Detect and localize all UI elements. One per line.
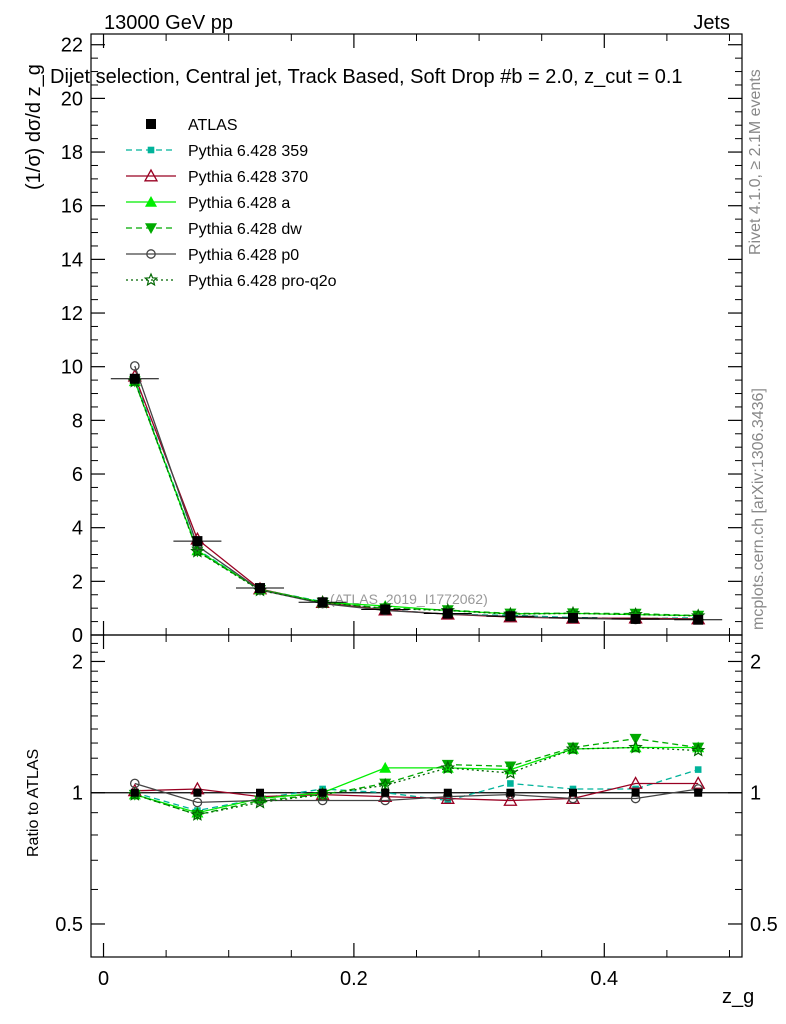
series-5-ratio-point — [503, 765, 518, 780]
legend-label: Pythia 6.428 359 — [188, 143, 308, 160]
series-1-ratio-line — [134, 782, 699, 802]
ratio-tick-label: 1 — [72, 783, 83, 805]
ratio-tick-label-right: 0.5 — [750, 914, 778, 936]
atlas-ratio-point — [568, 788, 577, 797]
legend: ATLAS Pythia 6.428 359 Pythia 6.428 370 Pyt… — [126, 117, 337, 290]
y-tick-label: 8 — [72, 410, 83, 432]
x-ticks: 0 0.2 0.4 — [98, 34, 730, 990]
x-tick-label: 0.4 — [590, 968, 618, 990]
rivet-label: Rivet 4.1.0, ≥ 2.1M events — [747, 69, 764, 255]
legend-label: Pythia 6.428 a — [188, 195, 290, 212]
atlas-ratio-point — [443, 788, 452, 797]
series-5-ratio-point — [378, 777, 393, 792]
legend-marker — [143, 168, 159, 182]
legend-label: Pythia 6.428 pro-q2o — [188, 273, 337, 290]
atlas-ratio-point — [193, 788, 202, 797]
series-4-line — [134, 365, 699, 621]
y-tick-label: 4 — [72, 518, 83, 540]
atlas-ratio-point — [130, 788, 139, 797]
atlas-ratio-point — [506, 788, 515, 797]
main-series — [110, 361, 723, 625]
series-4-point — [129, 361, 140, 371]
plot-title: Dijet selection, Central jet, Track Base… — [50, 66, 683, 88]
series-1-ratio-point — [691, 776, 706, 789]
ratio-tick-label: 0.5 — [55, 914, 83, 936]
atlas-ratio-point — [318, 788, 327, 797]
ratio-tick-label-right: 1 — [750, 783, 761, 805]
category-label: Jets — [693, 12, 730, 34]
series-0-ratio-line — [134, 768, 699, 812]
y-tick-label: 12 — [61, 303, 83, 325]
series-2-ratio-point — [379, 761, 392, 773]
series-5-line — [134, 381, 699, 617]
main-y-ticks: 0 2 4 6 8 10 12 14 16 18 20 22 — [61, 35, 742, 647]
ratio-series — [127, 733, 706, 821]
x-tick-label: 0.2 — [340, 968, 368, 990]
y-tick-label: 2 — [72, 571, 83, 593]
legend-marker — [143, 272, 159, 287]
legend-label: Pythia 6.428 p0 — [188, 247, 299, 264]
y-tick-label: 22 — [61, 35, 83, 57]
series-3-ratio-point — [629, 733, 642, 745]
series-5-ratio-point — [252, 794, 268, 809]
legend-label: ATLAS — [188, 117, 238, 134]
ratio-y-axis-label: Ratio to ATLAS — [25, 749, 42, 857]
mcplots-label: mcplots.cern.ch [arXiv:1306.3436] — [750, 388, 767, 630]
x-axis-label: z_g — [722, 986, 754, 1008]
series-3-ratio-point — [379, 778, 392, 790]
series-1-ratio-point — [628, 776, 643, 789]
energy-label: 13000 GeV pp — [104, 12, 233, 34]
series-5-ratio-point — [691, 742, 706, 757]
series-5-ratio-point — [440, 760, 455, 775]
legend-marker — [146, 119, 156, 129]
series-3-line — [134, 381, 699, 617]
x-tick-label: 0 — [98, 968, 109, 990]
analysis-watermark: (ATLAS_2019_I1772062) — [330, 591, 488, 607]
series-1-ratio-point — [440, 791, 455, 804]
ratio-tick-label: 2 — [72, 651, 83, 673]
series-2-ratio-line — [134, 746, 699, 814]
series-5-point — [190, 543, 205, 558]
series-2-line — [134, 381, 699, 617]
series-0-ratio-point — [694, 766, 702, 773]
y-tick-label: 6 — [72, 464, 83, 486]
atlas-ratio-point — [694, 788, 703, 797]
series-5-ratio-point — [190, 807, 205, 821]
y-axis-label: (1/σ) dσ/d z_g — [23, 64, 45, 190]
y-tick-label: 18 — [61, 142, 83, 164]
series-3-ratio-point — [566, 742, 579, 754]
atlas-ratio-point — [256, 788, 265, 797]
ratio-tick-label-right: 2 — [750, 651, 761, 673]
legend-label: Pythia 6.428 370 — [188, 169, 308, 186]
series-3-ratio-point — [692, 742, 705, 754]
y-tick-label: 0 — [72, 625, 83, 647]
series-3-ratio-point — [441, 759, 454, 771]
legend-marker — [145, 196, 157, 207]
series-0-ratio-point — [507, 780, 514, 787]
series-3-ratio-line — [134, 738, 699, 816]
legend-marker — [147, 146, 155, 154]
series-0-line — [134, 378, 699, 620]
series-1-line — [134, 375, 699, 620]
series-1-ratio-point — [503, 793, 518, 806]
series-5-ratio-point — [315, 787, 330, 801]
series-5-ratio-point — [127, 787, 142, 801]
y-tick-label: 14 — [61, 249, 83, 271]
atlas-ratio-point — [631, 788, 640, 797]
y-tick-label: 20 — [61, 88, 83, 110]
series-4-ratio-line — [134, 782, 699, 804]
series-4-ratio-point — [192, 797, 203, 808]
legend-label: Pythia 6.428 dw — [188, 221, 302, 238]
y-tick-label: 10 — [61, 357, 83, 379]
legend-marker — [145, 223, 157, 234]
series-5-ratio-point — [628, 739, 643, 754]
series-5-ratio-line — [134, 746, 699, 816]
y-tick-label: 16 — [61, 196, 83, 218]
legend-marker — [146, 249, 156, 259]
series-5-ratio-point — [565, 741, 581, 756]
atlas-ratio-point — [381, 788, 390, 797]
ratio-plot-frame — [90, 634, 743, 958]
